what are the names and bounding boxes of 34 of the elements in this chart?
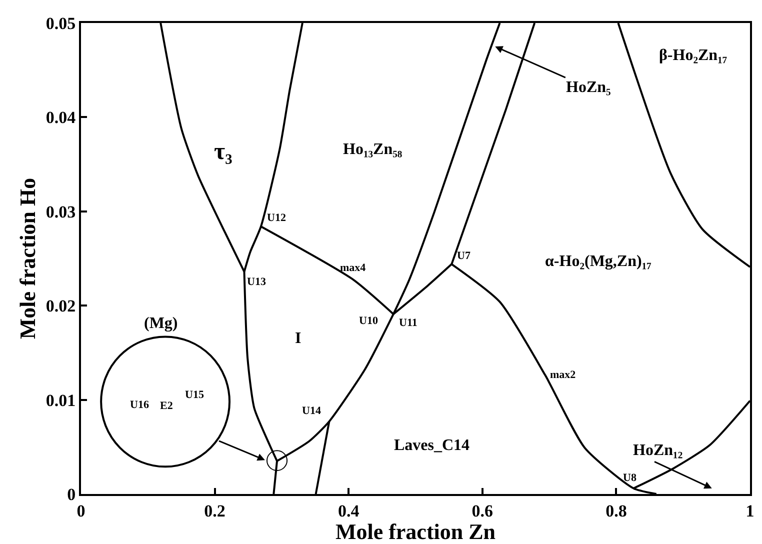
annotation: U10: [359, 315, 378, 327]
annotation: Ho₁₃Zn₅₈: [343, 141, 402, 158]
x-tick-label: 0.2: [204, 501, 226, 520]
annotation: U7: [457, 250, 471, 262]
annotation: (Mg): [144, 315, 178, 332]
annotation: U15: [185, 389, 204, 401]
annotation: HoZn₅: [566, 79, 612, 96]
annotation: τ₃: [214, 139, 232, 165]
annotation: U11: [399, 317, 418, 329]
x-axis-title: Mole fraction Zn: [335, 519, 496, 544]
y-axis-title: Mole fraction Ho: [15, 178, 40, 340]
annotation: max2: [550, 369, 576, 381]
x-tick-label: 0.6: [472, 501, 494, 520]
annotation: I: [295, 330, 302, 347]
x-tick-label: 0.8: [606, 501, 627, 520]
annotation: U14: [302, 405, 322, 417]
y-tick-label: 0.01: [46, 390, 76, 410]
annotation: max4: [340, 262, 366, 274]
y-tick-label: 0.02: [46, 296, 76, 316]
annotation: U12: [267, 212, 286, 224]
y-tick-label: 0: [67, 484, 76, 504]
annotation: U13: [247, 276, 266, 288]
x-tick-label: 1: [746, 501, 754, 520]
annotation: E2: [160, 400, 174, 412]
y-tick-label: 0.05: [46, 14, 76, 33]
annotation: U16: [130, 399, 150, 411]
y-tick-label: 0.03: [46, 202, 76, 222]
annotation: U8: [623, 472, 637, 484]
annotation: α-Ho₂(Mg,Zn)₁₇: [545, 253, 652, 270]
annotation: Laves_C14: [394, 437, 470, 454]
annotation: β-Ho₂Zn₁₇: [659, 47, 728, 64]
x-tick-label: 0.4: [338, 501, 360, 520]
annotation: HoZn₁₂: [633, 442, 683, 459]
y-tick-label: 0.04: [46, 108, 76, 128]
